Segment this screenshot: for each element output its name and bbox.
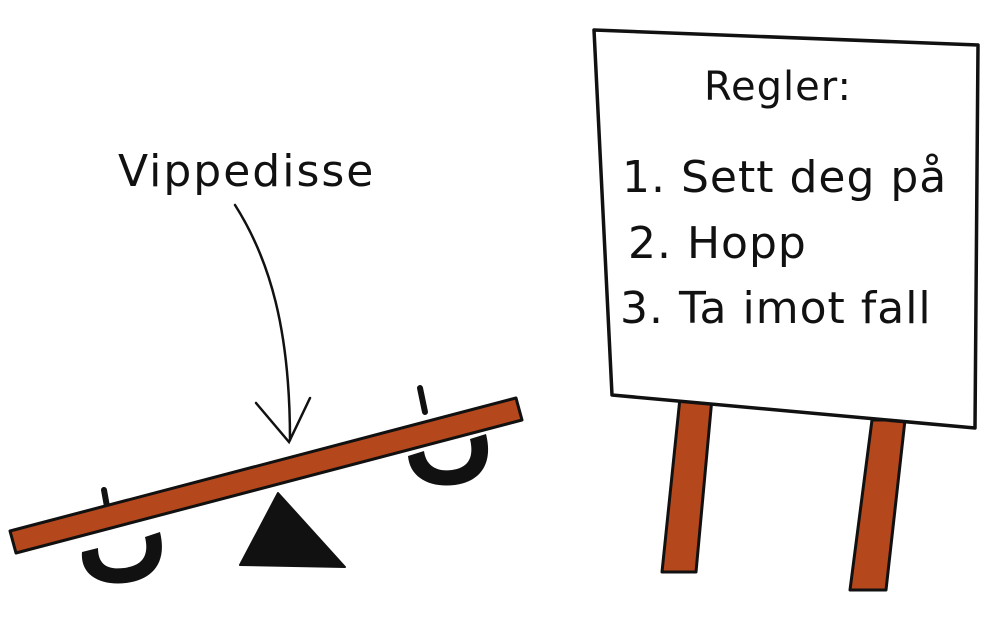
sign-rule-2: 2. Hopp [628,218,807,269]
sign-rule-1: 1. Sett deg på [622,152,947,203]
seesaw-label: Vippedisse [118,146,375,197]
sign-board [592,28,980,430]
seesaw-handle-right [417,385,428,415]
pointer-arrow [233,203,312,445]
sign-title: Regler: [704,64,852,110]
sign-leg-right [848,418,907,592]
sign-leg-left [660,396,714,574]
seesaw-seat-left [81,532,162,584]
seesaw-seat-right [408,434,489,486]
seesaw-board [8,396,524,555]
sign-rule-3: 3. Ta imot fall [620,283,932,334]
seesaw-fulcrum [239,492,346,568]
